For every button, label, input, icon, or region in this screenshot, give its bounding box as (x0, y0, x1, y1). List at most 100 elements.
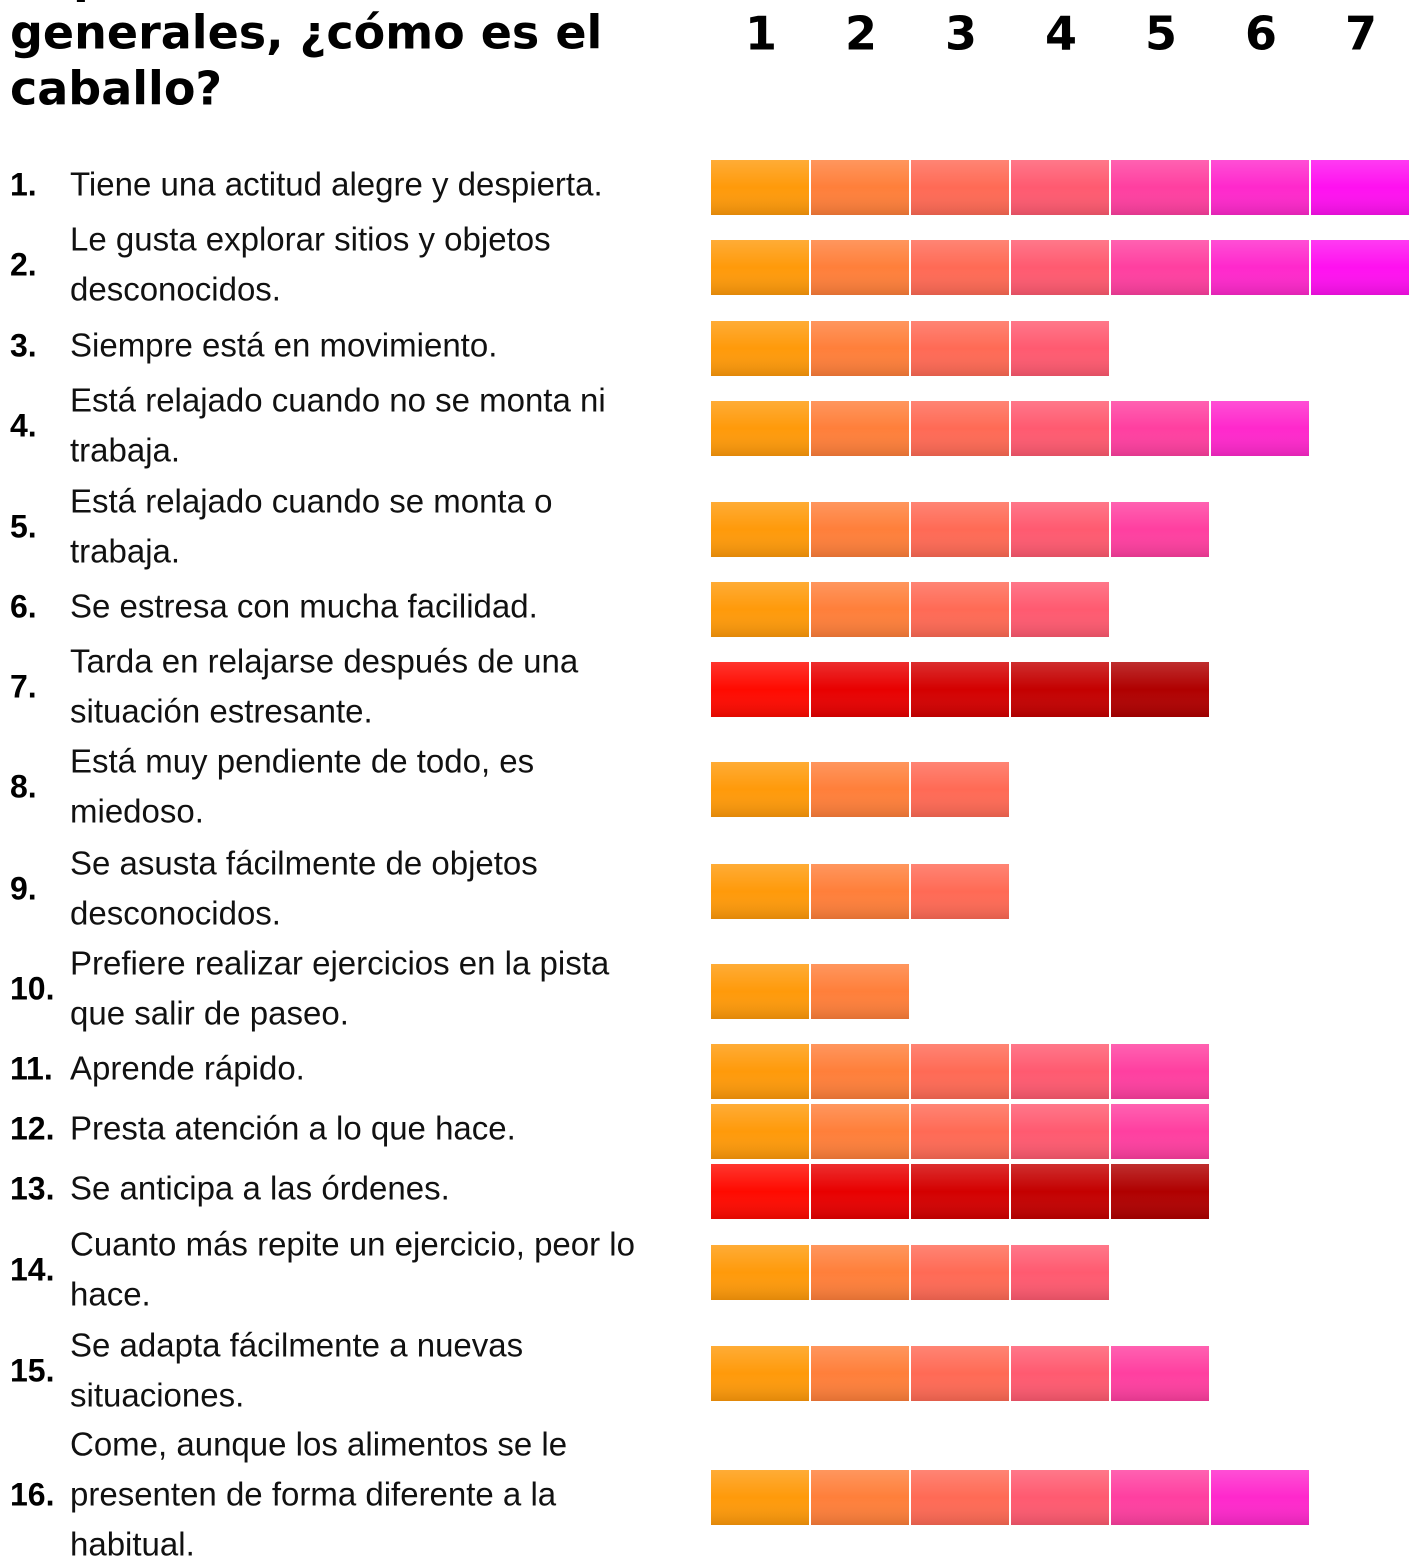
segment-shade (811, 240, 909, 295)
segment-shade (711, 582, 809, 637)
rating-bar (711, 662, 1209, 717)
rating-bar (711, 502, 1209, 557)
item-text: Siempre está en movimiento. (70, 327, 497, 364)
segment-shade (711, 502, 809, 557)
segment-shade (1011, 1044, 1109, 1099)
item-text: Se anticipa a las órdenes. (70, 1170, 450, 1207)
item-number: 7. (10, 668, 37, 704)
segment-shade (911, 662, 1009, 717)
segment-shade (1011, 1346, 1109, 1401)
segment-shade (1011, 321, 1109, 376)
title: generales, ¿cómo es el (10, 6, 602, 60)
item-text: Está relajado cuando no se monta ni (70, 382, 606, 419)
segment-shade (811, 1044, 909, 1099)
segment-shade (1011, 1245, 1109, 1300)
segment-shade (711, 1470, 809, 1525)
rating-bar (711, 321, 1109, 376)
rating-bar (711, 1346, 1209, 1401)
segment-shade (1011, 1164, 1109, 1219)
item-number: 6. (10, 588, 37, 624)
segment-shade (711, 964, 809, 1019)
segment-shade (911, 582, 1009, 637)
rating-bar (711, 964, 909, 1019)
item-text: Tarda en relajarse después de una (70, 643, 579, 680)
segment-shade (1311, 240, 1409, 295)
rating-bar (711, 1245, 1109, 1300)
segment-shade (811, 1164, 909, 1219)
segment-shade (711, 160, 809, 215)
segment-shade (811, 662, 909, 717)
item-text: situaciones. (70, 1377, 244, 1414)
item-text: Cuanto más repite un ejercicio, peor lo (70, 1226, 635, 1263)
rating-bar (711, 762, 1009, 817)
item-number: 1. (10, 166, 37, 202)
segment-shade (811, 401, 909, 456)
segment-shade (911, 1470, 1009, 1525)
segment-shade (811, 864, 909, 919)
segment-shade (711, 662, 809, 717)
segment-shade (1111, 1044, 1209, 1099)
segment-shade (811, 160, 909, 215)
rating-bar (711, 160, 1409, 215)
item-text: Presta atención a lo que hace. (70, 1110, 516, 1147)
segment-shade (1011, 582, 1109, 637)
item-text: Come, aunque los alimentos se le (70, 1426, 567, 1463)
segment-shade (911, 1104, 1009, 1159)
segment-shade (711, 321, 809, 376)
rating-bar (711, 1104, 1209, 1159)
segment-shade (911, 1044, 1009, 1099)
scale-label: 5 (1145, 7, 1177, 61)
segment-shade (1111, 240, 1209, 295)
item-number: 13. (10, 1170, 54, 1206)
segment-shade (1111, 160, 1209, 215)
title: caballo? (10, 62, 222, 116)
item-number: 3. (10, 327, 37, 363)
item-number: 8. (10, 768, 37, 804)
segment-shade (1211, 240, 1309, 295)
item-number: 10. (10, 970, 54, 1006)
segment-shade (811, 1104, 909, 1159)
segment-shade (911, 240, 1009, 295)
segment-shade (711, 864, 809, 919)
segment-shade (711, 762, 809, 817)
segment-shade (711, 1245, 809, 1300)
segment-shade (711, 401, 809, 456)
item-text: miedoso. (70, 793, 204, 830)
segment-shade (911, 1164, 1009, 1219)
item-number: 14. (10, 1251, 54, 1287)
segment-shade (911, 762, 1009, 817)
item-text: habitual. (70, 1526, 195, 1559)
item-text: Aprende rápido. (70, 1050, 305, 1087)
segment-shade (711, 1164, 809, 1219)
item-text: hace. (70, 1276, 151, 1313)
scale-label: 3 (945, 7, 977, 61)
segment-shade (811, 321, 909, 376)
segment-shade (1011, 1470, 1109, 1525)
scale-label: 2 (845, 7, 877, 61)
segment-shade (711, 240, 809, 295)
item-text: Se adapta fácilmente a nuevas (70, 1327, 523, 1364)
rating-bar (711, 1044, 1209, 1099)
item-text: trabaja. (70, 432, 180, 469)
item-number: 16. (10, 1476, 54, 1512)
segment-shade (1211, 401, 1309, 456)
segment-shade (1011, 240, 1109, 295)
item-number: 9. (10, 870, 37, 906)
segment-shade (1311, 160, 1409, 215)
scale-label: 6 (1245, 7, 1277, 61)
title: Aspectos (10, 0, 245, 4)
segment-shade (911, 160, 1009, 215)
segment-shade (1111, 1104, 1209, 1159)
segment-shade (1111, 401, 1209, 456)
scale-label: 1 (745, 7, 777, 61)
item-text: Tiene una actitud alegre y despierta. (70, 166, 603, 203)
segment-shade (1011, 160, 1109, 215)
segment-shade (911, 864, 1009, 919)
item-text: trabaja. (70, 533, 180, 570)
scale-label: 7 (1345, 7, 1377, 61)
segment-shade (1011, 401, 1109, 456)
item-text: Se estresa con mucha facilidad. (70, 588, 538, 625)
segment-shade (711, 1044, 809, 1099)
segment-shade (911, 1245, 1009, 1300)
segment-shade (711, 1104, 809, 1159)
